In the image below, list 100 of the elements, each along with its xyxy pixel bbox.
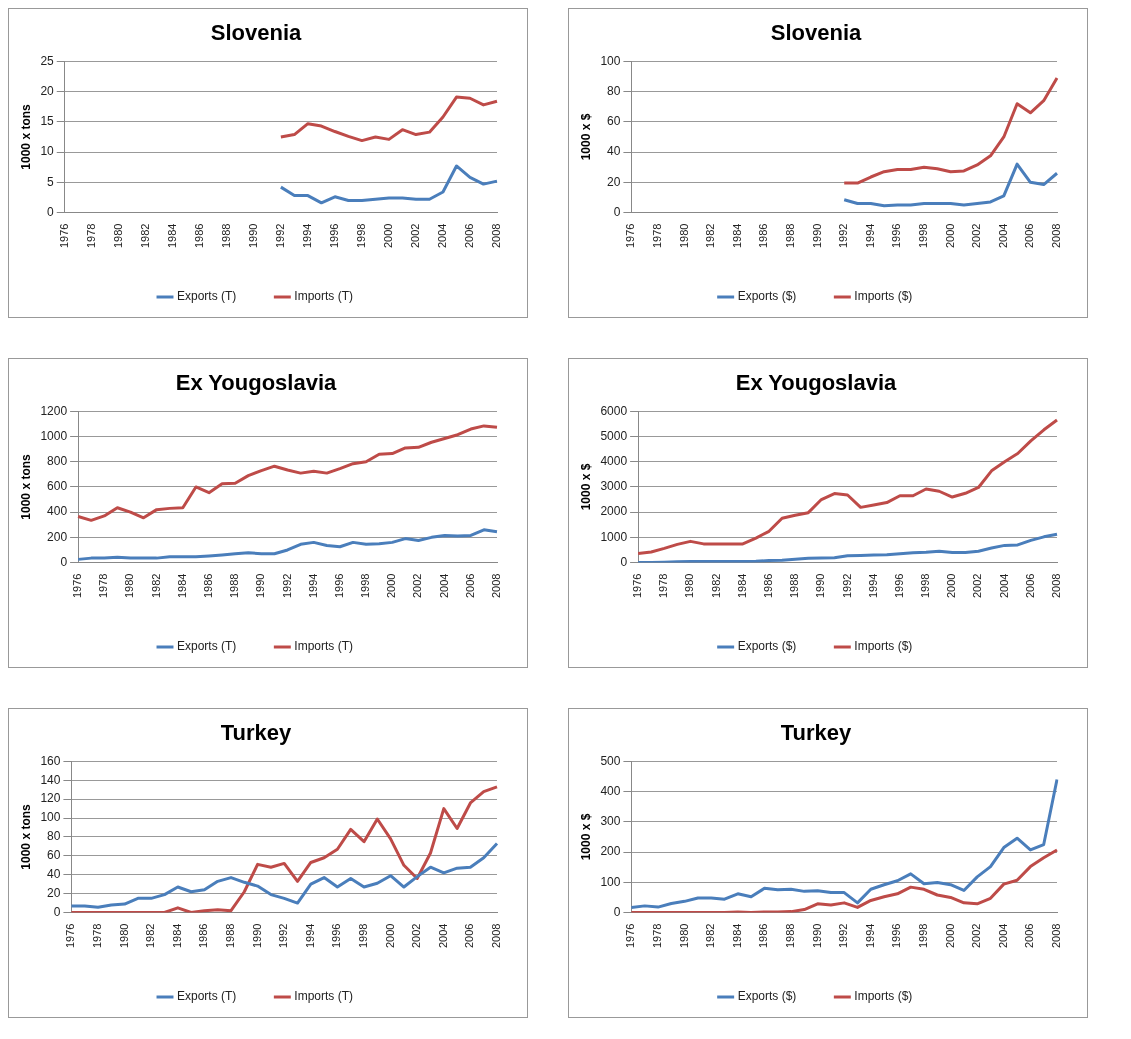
chart-title: Slovenia	[210, 20, 302, 46]
x-tick-label: 1980	[683, 573, 696, 599]
x-tick-label: 1978	[657, 573, 670, 599]
y-tick-label: 80	[47, 829, 61, 844]
x-tick-label: 2000	[945, 573, 958, 599]
legend-label: Imports ($)	[854, 989, 913, 1004]
x-tick-label: 2002	[970, 223, 983, 249]
legend-label: Imports (T)	[294, 989, 354, 1004]
x-tick-label: 1996	[890, 223, 903, 249]
x-tick-label: 1990	[250, 923, 263, 949]
x-tick-label: 2008	[490, 223, 503, 249]
y-tick-label: 1200	[40, 403, 68, 418]
x-tick-label: 1978	[84, 223, 97, 249]
x-tick-label: 2000	[943, 223, 956, 249]
chart-title: Turkey	[220, 720, 293, 746]
legend-label: Exports ($)	[737, 989, 797, 1004]
legend-label: Exports (T)	[177, 289, 237, 304]
x-tick-label: 1994	[306, 573, 319, 599]
x-tick-label: 2002	[408, 223, 421, 249]
x-tick-label: 2000	[385, 573, 398, 599]
x-tick-label: 2008	[490, 923, 503, 949]
x-tick-label: 2000	[381, 223, 394, 249]
legend-label: Exports ($)	[737, 289, 797, 304]
y-tick-label: 100	[600, 53, 621, 68]
x-tick-label: 1990	[254, 573, 267, 599]
x-tick-label: 1988	[788, 573, 801, 599]
y-tick-label: 400	[600, 783, 621, 798]
y-tick-label: 0	[60, 554, 68, 569]
x-tick-label: 2008	[1050, 573, 1063, 599]
legend-label: Imports (T)	[294, 289, 354, 304]
chart-title: Turkey	[780, 720, 853, 746]
x-tick-label: 1988	[224, 923, 237, 949]
y-tick-label: 10	[40, 144, 55, 159]
y-tick-label: 0	[47, 204, 55, 219]
x-tick-label: 2002	[411, 573, 424, 599]
x-tick-label: 1986	[762, 573, 775, 599]
x-tick-label: 1988	[219, 223, 232, 249]
x-tick-label: 1998	[919, 573, 932, 599]
y-tick-label: 500	[600, 753, 621, 768]
x-tick-label: 1992	[840, 573, 853, 599]
x-tick-label: 2000	[943, 923, 956, 949]
x-tick-label: 2002	[970, 923, 983, 949]
x-tick-label: 1994	[303, 923, 316, 949]
x-tick-label: 1982	[149, 573, 162, 599]
x-tick-label: 1984	[165, 223, 178, 249]
y-tick-label: 200	[600, 844, 621, 859]
x-tick-label: 1976	[71, 573, 84, 599]
y-tick-label: 60	[47, 848, 61, 863]
x-tick-label: 2000	[383, 923, 396, 949]
x-tick-label: 1980	[677, 223, 690, 249]
y-tick-label: 120	[40, 791, 61, 806]
y-tick-label: 4000	[600, 454, 628, 469]
x-tick-label: 1986	[202, 573, 215, 599]
x-tick-label: 2006	[1023, 923, 1036, 949]
x-tick-label: 2004	[436, 223, 448, 249]
y-tick-label: 140	[40, 772, 61, 787]
y-tick-label: 600	[47, 479, 68, 494]
x-tick-label: 2006	[1023, 573, 1036, 599]
legend-label: Imports (T)	[294, 639, 354, 654]
y-tick-label: 2000	[600, 504, 628, 519]
y-tick-label: 60	[607, 114, 621, 129]
x-tick-label: 1978	[97, 573, 110, 599]
x-tick-label: 1976	[624, 923, 637, 949]
legend-label: Exports (T)	[177, 989, 237, 1004]
x-tick-label: 1984	[730, 223, 743, 249]
x-tick-label: 2004	[997, 573, 1010, 599]
y-tick-label: 800	[47, 454, 68, 469]
chart-title: Slovenia	[770, 20, 862, 46]
x-tick-label: 1976	[57, 223, 70, 249]
x-tick-label: 1988	[228, 573, 241, 599]
x-tick-label: 1990	[814, 573, 827, 599]
x-tick-label: 1992	[837, 923, 850, 949]
x-tick-label: 1994	[863, 223, 876, 249]
x-tick-label: 2006	[463, 223, 476, 249]
x-tick-label: 1990	[810, 223, 823, 249]
y-axis-title: 1000 x $	[578, 463, 593, 511]
legend-label: Imports ($)	[854, 289, 913, 304]
x-tick-label: 1976	[64, 923, 77, 949]
x-tick-label: 2004	[437, 573, 450, 599]
y-tick-label: 200	[47, 529, 68, 544]
x-tick-label: 2008	[490, 573, 503, 599]
y-tick-label: 0	[613, 204, 621, 219]
y-tick-label: 0	[53, 904, 61, 919]
y-tick-label: 100	[40, 810, 61, 825]
x-tick-label: 1988	[784, 223, 797, 249]
x-tick-label: 2008	[1050, 223, 1063, 249]
x-tick-label: 2008	[1050, 923, 1063, 949]
y-tick-label: 0	[613, 904, 621, 919]
x-tick-label: 2002	[410, 923, 423, 949]
y-tick-label: 80	[607, 83, 621, 98]
x-tick-label: 1984	[170, 923, 183, 949]
x-tick-label: 1992	[280, 573, 293, 599]
x-tick-label: 1982	[704, 923, 717, 949]
x-tick-label: 1998	[917, 923, 930, 949]
legend-label: Exports (T)	[177, 639, 237, 654]
x-tick-label: 1978	[91, 923, 104, 949]
x-tick-label: 1994	[866, 573, 879, 599]
x-tick-label: 1998	[917, 223, 930, 249]
y-axis-title: 1000 x tons	[18, 103, 33, 170]
x-tick-label: 1986	[757, 923, 770, 949]
